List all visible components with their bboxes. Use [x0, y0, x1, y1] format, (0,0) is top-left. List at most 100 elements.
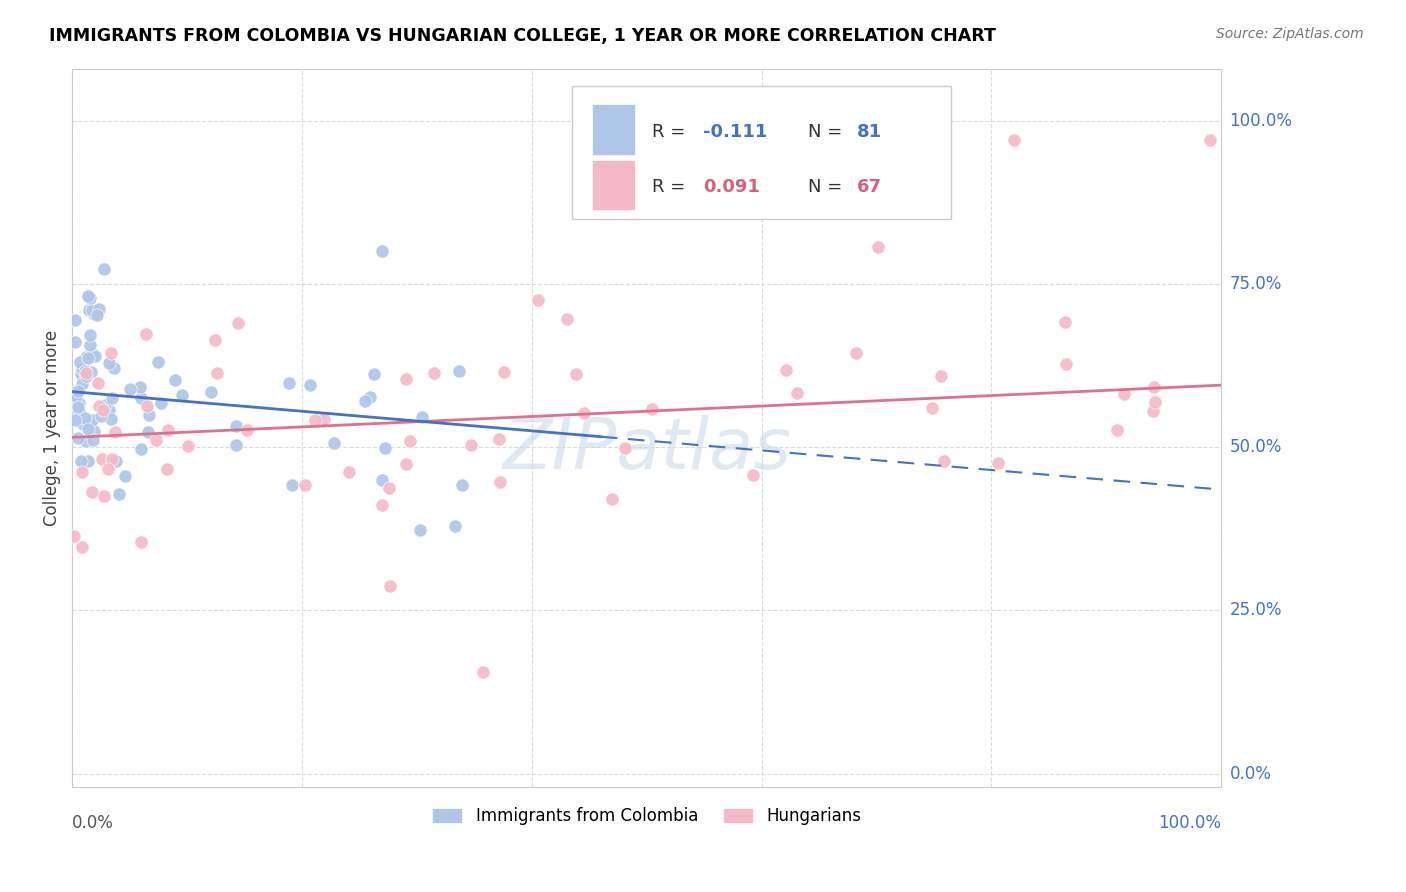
Point [75, 350, 97, 364]
Point [63, 529, 86, 543]
Point [163, 373, 186, 387]
Text: R =: R = [652, 123, 692, 141]
Point [1114, 386, 1136, 401]
Point [398, 434, 420, 448]
Y-axis label: College, 1 year or more: College, 1 year or more [44, 329, 60, 525]
Point [135, 327, 157, 342]
Point [136, 399, 159, 413]
Text: N =: N = [807, 123, 848, 141]
Point [565, 368, 588, 382]
Point [98, 403, 121, 417]
Text: ZIPatlas: ZIPatlas [502, 415, 792, 483]
Point [323, 436, 346, 450]
Point [492, 365, 515, 379]
Point [987, 456, 1010, 470]
Point [69, 454, 91, 468]
Point [1002, 133, 1025, 147]
Point [75, 369, 97, 384]
Point [488, 432, 510, 446]
Point [94, 398, 117, 412]
FancyBboxPatch shape [572, 87, 952, 219]
Point [129, 442, 152, 456]
Point [63, 397, 86, 411]
Point [488, 475, 510, 490]
Text: 0.0%: 0.0% [1230, 764, 1271, 782]
Point [80, 366, 103, 380]
Point [472, 665, 495, 679]
Point [67, 401, 90, 415]
Point [76, 351, 98, 365]
Point [1144, 394, 1167, 409]
Point [741, 468, 763, 483]
Point [69, 355, 91, 369]
Point [129, 534, 152, 549]
Point [73, 411, 96, 425]
Point [101, 452, 124, 467]
Point [76, 454, 98, 468]
Point [84, 349, 107, 363]
Legend: Immigrants from Colombia, Hungarians: Immigrants from Colombia, Hungarians [426, 801, 868, 832]
Point [931, 368, 953, 383]
Point [91, 403, 114, 417]
Point [236, 423, 259, 437]
Point [354, 393, 377, 408]
Point [411, 409, 433, 424]
Point [225, 438, 247, 452]
Point [63, 313, 86, 327]
Text: Source: ZipAtlas.com: Source: ZipAtlas.com [1216, 27, 1364, 41]
Point [775, 362, 797, 376]
Point [889, 133, 911, 147]
Point [63, 413, 86, 427]
Point [67, 396, 90, 410]
Point [312, 412, 335, 426]
Point [377, 481, 399, 495]
Point [363, 367, 385, 381]
Text: 0.091: 0.091 [703, 178, 759, 196]
Point [156, 462, 179, 476]
Point [844, 345, 866, 359]
Point [374, 441, 396, 455]
Point [101, 391, 124, 405]
Point [83, 307, 105, 321]
Point [82, 434, 104, 448]
Point [75, 364, 97, 378]
Point [145, 433, 167, 447]
Point [1054, 357, 1077, 371]
Text: 25.0%: 25.0% [1230, 601, 1282, 619]
Point [921, 401, 943, 415]
Point [572, 406, 595, 420]
Point [600, 491, 623, 506]
Point [100, 345, 122, 359]
Point [114, 469, 136, 483]
Point [77, 422, 100, 436]
Point [79, 418, 101, 433]
Point [65, 389, 87, 403]
Point [170, 388, 193, 402]
Text: N =: N = [807, 178, 848, 196]
Point [278, 376, 301, 390]
Point [67, 404, 90, 418]
Point [97, 356, 120, 370]
Point [1107, 424, 1129, 438]
Point [83, 424, 105, 438]
Point [378, 579, 401, 593]
Point [82, 345, 104, 359]
Point [90, 409, 112, 423]
Point [294, 478, 316, 492]
Point [1142, 404, 1164, 418]
Point [129, 391, 152, 405]
Point [66, 384, 89, 398]
Text: 81: 81 [858, 123, 882, 141]
Point [129, 380, 152, 394]
Point [97, 462, 120, 476]
Point [1198, 133, 1220, 147]
Point [91, 403, 114, 417]
Point [225, 418, 247, 433]
Point [93, 262, 115, 277]
Point [87, 399, 110, 413]
Text: R =: R = [652, 178, 692, 196]
Point [1054, 315, 1077, 329]
Point [82, 302, 104, 317]
Point [82, 484, 104, 499]
Point [104, 425, 127, 439]
